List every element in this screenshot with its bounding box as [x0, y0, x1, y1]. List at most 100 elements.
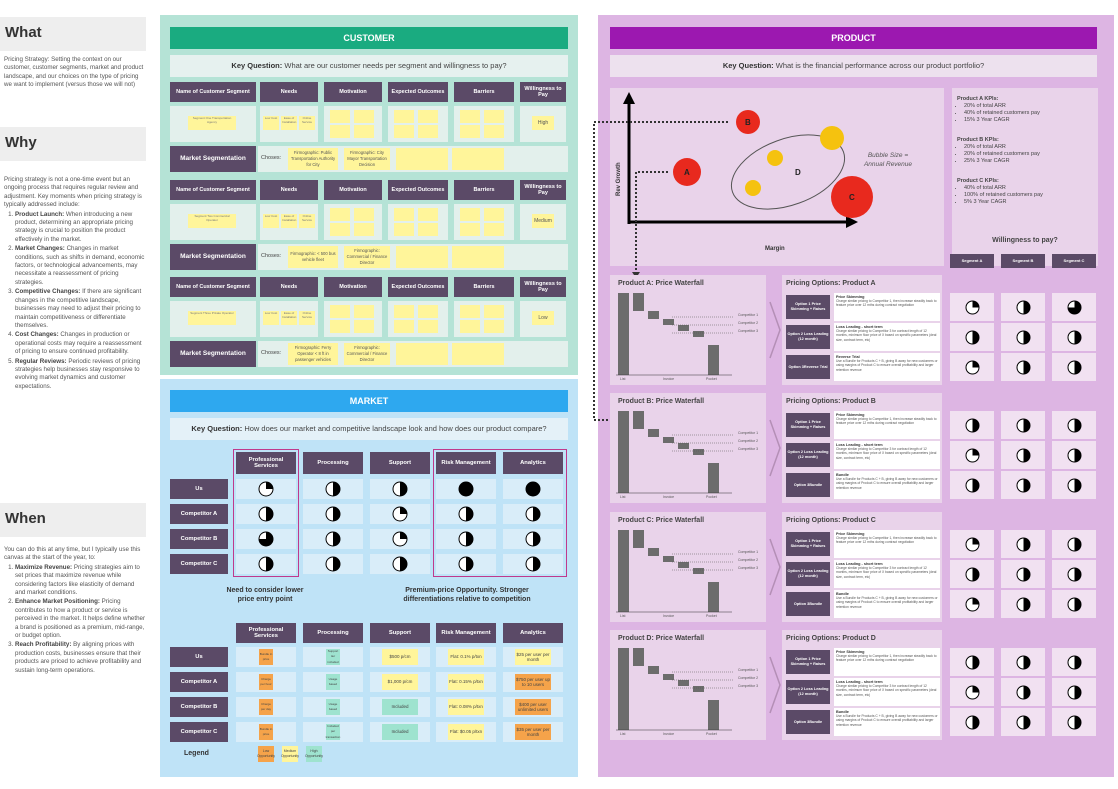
wtp-sticky: Low [532, 311, 554, 325]
pricing-sticky: Charge per hour [259, 674, 273, 690]
harvey-ball [503, 554, 563, 574]
wtp-ball [1052, 530, 1096, 558]
waterfall-title: Product A: Price Waterfall [618, 280, 704, 287]
wtp-ball [950, 411, 994, 439]
option-text: Charge similar pricing to Competitor 3 f… [836, 329, 937, 342]
wtp-ball [1052, 648, 1096, 676]
why-item: Regular Reviews: Periodic reviews of pri… [15, 358, 146, 392]
wtp-ball [950, 471, 994, 499]
y-axis-arrow [623, 92, 635, 104]
kpi-title: Product A KPIs: [957, 96, 999, 102]
when-text: You can do this at any time, but I typic… [4, 546, 146, 676]
note-sticky [354, 125, 374, 138]
wtp-ball [950, 648, 994, 676]
harvey-ball [303, 479, 363, 499]
kpi-item: 40% of retained customers pay [964, 110, 1095, 117]
highlight-outline [233, 449, 299, 577]
bubble-b [736, 110, 760, 134]
option-title: Price Skimming [836, 531, 865, 536]
waterfall-bar [693, 449, 704, 455]
column-header: Expected Outcomes [388, 277, 448, 297]
pricing-column-header: Support [370, 623, 430, 643]
competitor-label: Competitor 2 [738, 676, 759, 680]
market-column-header: Processing [303, 452, 363, 474]
kpi-box [952, 88, 1098, 266]
option-description: Loss Leading - short term Charge similar … [834, 678, 940, 706]
market-column-header: Professional Services [236, 452, 296, 474]
column-header: Needs [260, 180, 318, 200]
waterfall-bar [648, 666, 659, 674]
customer-banner: CUSTOMER [170, 27, 568, 49]
competitor-label: Competitor 1 [738, 431, 759, 435]
column-header: Barriers [454, 277, 514, 297]
bubble-note: Bubble Size = Annual Revenue [863, 152, 913, 168]
competitor-label: Competitor 3 [738, 684, 759, 688]
option-title: Loss Leading - short term [836, 561, 883, 566]
wtp-ball [950, 708, 994, 736]
option-label: Option 3 Reverse Trial [786, 355, 830, 379]
kpi-block: Product B KPIs:20% of total ARR20% of re… [957, 137, 1095, 165]
pricing-options-title: Pricing Options: Product C [786, 517, 876, 524]
option-title: Price Skimming [836, 294, 865, 299]
waterfall-axis-label: Invoice [663, 377, 675, 381]
x-axis-arrow [846, 216, 858, 228]
when-heading: When [0, 503, 146, 537]
option-title: Bundle [836, 709, 849, 714]
market-row-header: Us [170, 479, 228, 499]
option-description: Price Skimming Charge similar pricing to … [834, 648, 940, 676]
column-header: Willingness to Pay [520, 180, 566, 200]
pricing-sticky: Charge per day [259, 699, 273, 715]
option-text: Charge similar pricing to Competitor 3 f… [836, 684, 937, 697]
waterfall-axis-label: Invoice [663, 732, 675, 736]
wtp-ball [1052, 323, 1096, 351]
waterfall-bar [693, 686, 704, 692]
option-title: Bundle [836, 591, 849, 596]
kpi-title: Product B KPIs: [957, 137, 999, 143]
product-key-question: Key Question: What is the financial perf… [610, 55, 1097, 77]
segment-c-header: Segment C [1052, 254, 1096, 268]
why-item: Competitive Changes: If there are signif… [15, 288, 146, 330]
cluster-ellipse [730, 134, 846, 210]
note-sticky [394, 125, 414, 138]
waterfall-bar [693, 568, 704, 574]
need-sticky: Online Service [299, 311, 315, 325]
column-header: Needs [260, 277, 318, 297]
harvey-ball [303, 554, 363, 574]
chooses-label: Choses: [261, 253, 282, 259]
kpi-item: 15% 3 Year CAGR [964, 117, 1095, 124]
market-segmentation-label: Market Segmentation [170, 244, 256, 270]
customer-key-question: Key Question: What are our customer need… [170, 55, 568, 77]
option-text: Use a Bundle for Products C + B, giving … [836, 596, 938, 609]
when-list: Maximize Revenue: Pricing strategies aim… [4, 564, 146, 675]
option-title: Price Skimming [836, 649, 865, 654]
option-description: Price Skimming Charge similar pricing to … [834, 530, 940, 558]
waterfall-bar [693, 331, 704, 337]
y-axis-label: Rev Growth [616, 162, 622, 196]
market-row-header: Competitor A [170, 504, 228, 524]
market-banner: MARKET [170, 390, 568, 412]
pricing-options-title: Pricing Options: Product B [786, 398, 876, 405]
waterfall-bar [663, 437, 674, 443]
column-header: Willingness to Pay [520, 277, 566, 297]
option-text: Use a Bundle for Products C + B, giving … [836, 477, 938, 490]
option-title: Loss Leading - short term [836, 324, 883, 329]
bubble-chart-box [610, 88, 944, 266]
note-sticky [330, 223, 350, 236]
legend-label: Legend [184, 750, 209, 757]
when-item: Reach Profitability: By aligning prices … [15, 641, 146, 675]
note-sticky [452, 343, 504, 365]
waterfall-axis-label: Pocket [706, 732, 717, 736]
kpi-item: 20% of total ARR [964, 144, 1095, 151]
column-header: Motivation [324, 277, 382, 297]
pricing-sticky: Flat: 0.1% p/txn [448, 649, 484, 665]
bubble-label-c: C [849, 193, 855, 202]
wtp-ball [1001, 323, 1045, 351]
option-label: Option 1 Price Skimming + Raises [786, 650, 830, 674]
waterfall-axis-label: List [620, 614, 626, 618]
waterfall-bar [633, 411, 644, 429]
market-column-header: Risk Management [436, 452, 496, 474]
option-label: Option 3 Bundle [786, 710, 830, 734]
option-label: Option 1 Price Skimming + Raises [786, 295, 830, 319]
note-sticky [396, 246, 448, 268]
wtp-ball [1052, 590, 1096, 618]
